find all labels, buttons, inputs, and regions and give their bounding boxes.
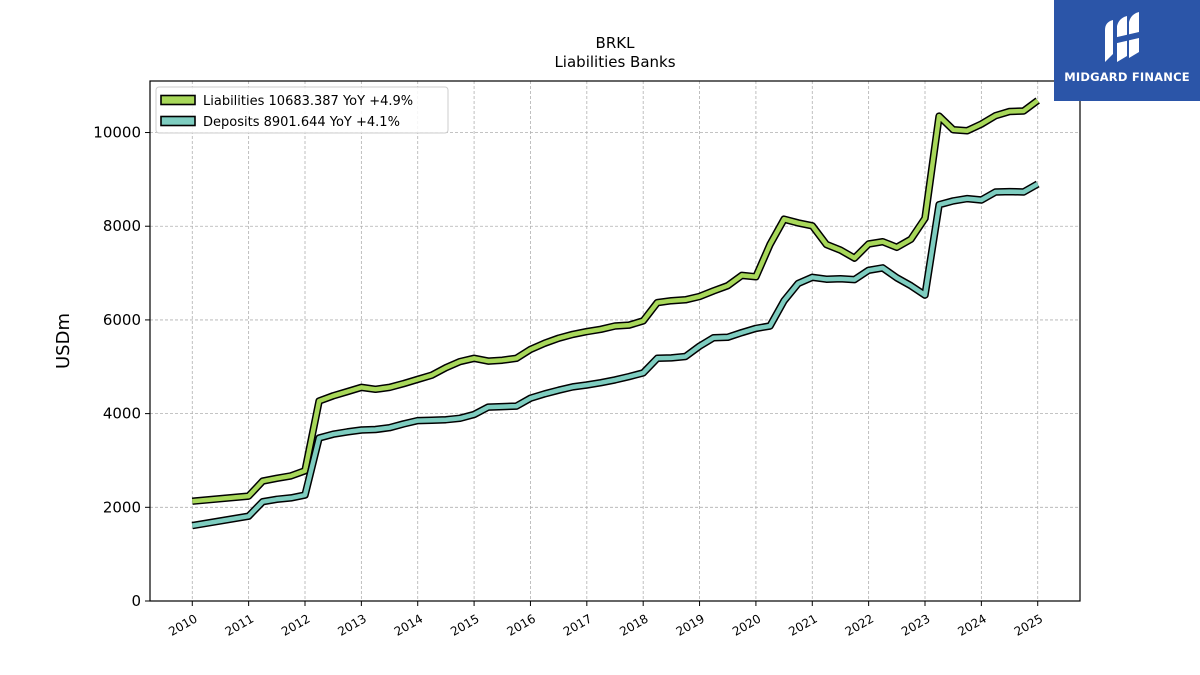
legend: Liabilities 10683.387 YoY +4.9% Deposits … [155,86,449,134]
y-tick-label: 0 [131,592,141,610]
chart-subtitle: Liabilities Banks [554,53,675,71]
grid [150,81,1080,601]
x-tick-label: 2015 [448,611,481,638]
logo-text: MIDGARD FINANCE [1064,70,1190,84]
x-tick-label: 2011 [223,611,256,638]
x-axis: 2010 2011 2012 2013 2014 2015 2016 2017 2018 2019… [166,601,1045,639]
legend-swatch-1 [160,115,196,127]
x-tick-label: 2013 [335,611,368,638]
chart-title: BRKL [596,34,636,52]
y-tick-label: 6000 [103,311,141,329]
x-tick-label: 2019 [674,611,707,638]
x-tick-label: 2017 [561,611,594,638]
series-line-1 [191,182,1039,528]
legend-label-1: Deposits 8901.644 YoY +4.1% [203,115,400,130]
x-tick-label: 2018 [617,611,650,638]
y-axis: 0 2000 4000 6000 8000 10000 [93,124,150,610]
plot-frame [149,80,1081,602]
x-tick-label: 2012 [279,611,312,638]
y-tick-label: 2000 [103,498,141,516]
legend-label-0: Liabilities 10683.387 YoY +4.9% [203,94,413,109]
y-tick-label: 8000 [103,217,141,235]
x-tick-label: 2010 [166,611,199,638]
y-tick-label: 10000 [93,124,141,142]
series-line-0 [192,98,1040,504]
legend-box [155,86,449,134]
x-tick-label: 2016 [505,611,538,638]
x-tick-label: 2025 [1012,611,1045,638]
x-tick-label: 2014 [392,611,425,638]
x-tick-label: 2021 [786,611,819,638]
x-tick-label: 2023 [899,611,932,638]
x-tick-label: 2022 [843,611,876,638]
x-tick-label: 2024 [955,611,988,638]
midgard-finance-logo: MIDGARD FINANCE [1054,0,1200,101]
y-tick-label: 4000 [103,405,141,423]
midgard-logo-icon [1105,12,1139,62]
series-lines [191,97,1040,530]
legend-swatch-0 [160,94,196,106]
x-tick-label: 2020 [730,611,763,638]
y-axis-label: USDm [53,313,74,369]
